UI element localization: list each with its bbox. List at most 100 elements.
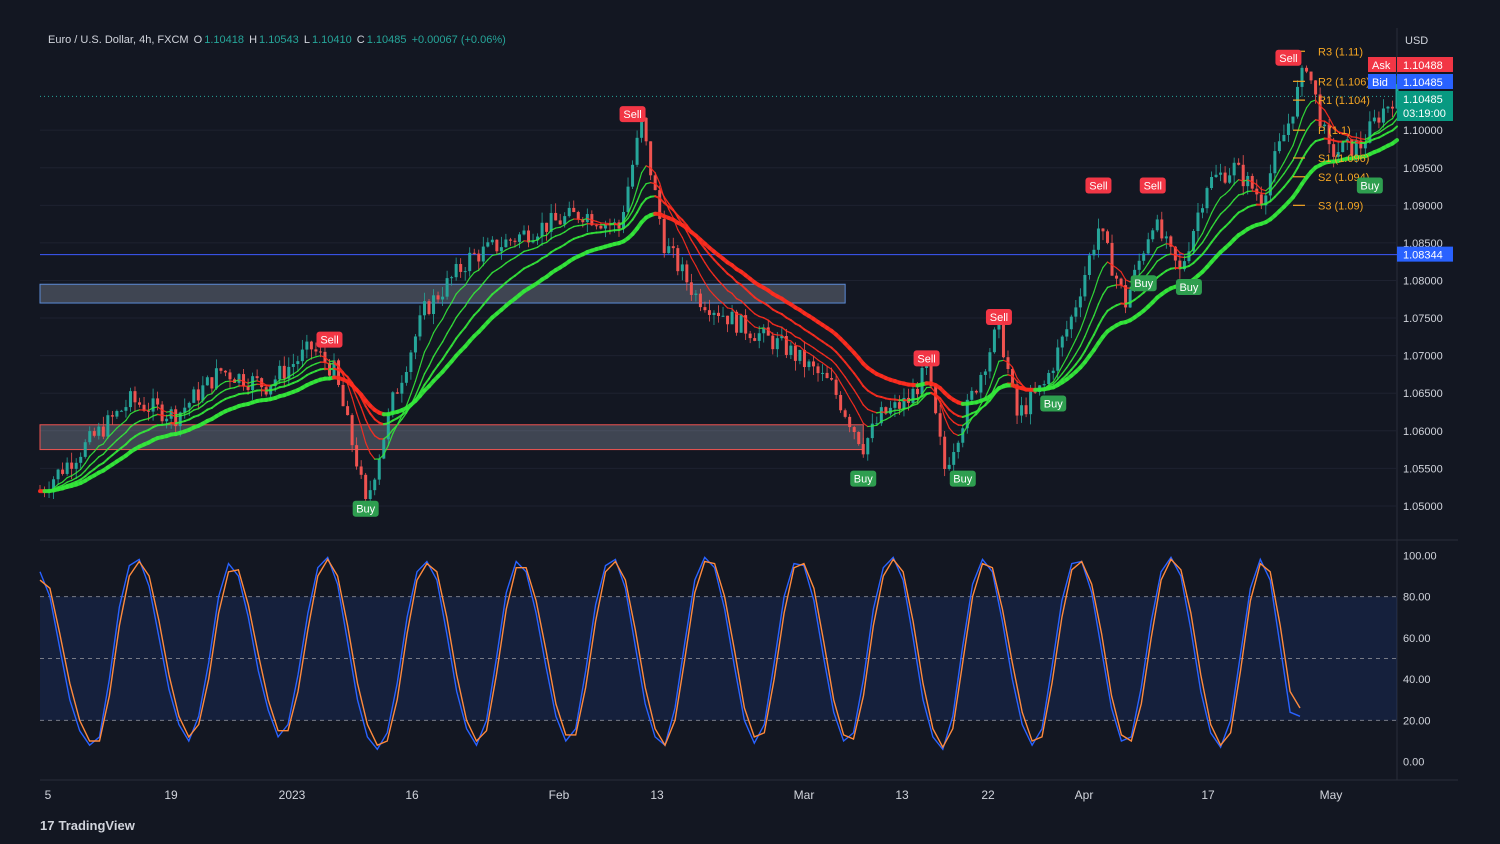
moving-average-segment (1283, 153, 1290, 164)
moving-average-segment (224, 380, 231, 383)
moving-average-segment (401, 412, 408, 421)
moving-average-segment (1215, 213, 1222, 222)
moving-average-segment (1188, 248, 1195, 255)
moving-average-segment (124, 438, 132, 446)
candle-body (88, 431, 92, 443)
candle-body (1124, 285, 1128, 308)
moving-average-segment (107, 432, 113, 439)
moving-average-segment (1084, 303, 1091, 319)
candle-body (707, 310, 711, 315)
buy-signal-badge (352, 500, 379, 517)
moving-average-segment (432, 348, 439, 358)
candle-body (825, 372, 829, 379)
moving-average-segment (532, 239, 539, 242)
moving-average-segment (1391, 118, 1398, 125)
moving-average-segment (1256, 184, 1262, 190)
candle-body (1210, 176, 1214, 189)
moving-average-segment (953, 421, 959, 426)
moving-average-segment (441, 332, 448, 343)
moving-average-segment (102, 436, 109, 445)
moving-average-segment (1323, 120, 1330, 125)
moving-average-segment (848, 382, 855, 391)
moving-average-segment (867, 408, 873, 412)
moving-average-segment (591, 219, 597, 222)
candle-body (499, 247, 503, 252)
candle-body (576, 212, 580, 220)
y-tick-label: 1.06000 (1403, 426, 1443, 438)
moving-average-segment (193, 408, 200, 411)
moving-average-segment (1120, 271, 1127, 281)
moving-average-segment (1310, 119, 1317, 125)
moving-average-segment (387, 433, 394, 447)
moving-average-segment (143, 417, 150, 421)
moving-average-segment (414, 365, 421, 382)
candle-body (436, 295, 440, 300)
moving-average-segment (1061, 357, 1068, 367)
candle-body (513, 240, 517, 242)
x-tick-label: Feb (549, 788, 570, 802)
moving-average-segment (514, 243, 521, 248)
moving-average-segment (1391, 125, 1398, 132)
moving-average-segment (962, 425, 968, 435)
moving-average-segment (129, 422, 136, 428)
moving-average-segment (1387, 123, 1394, 128)
moving-average-segment (821, 362, 828, 367)
moving-average-segment (595, 220, 602, 224)
candle-body (368, 490, 372, 499)
moving-average-segment (509, 245, 516, 249)
candle-body (427, 301, 431, 314)
moving-average-segment (184, 412, 190, 416)
moving-average-segment (1269, 195, 1276, 203)
moving-average-segment (1093, 277, 1100, 293)
candle-body (1336, 152, 1340, 157)
moving-average-segment (1048, 383, 1054, 387)
candle-body (1074, 307, 1078, 317)
moving-average-segment (835, 350, 842, 358)
candle-body (318, 351, 322, 353)
moving-average-segment (98, 453, 105, 458)
moving-average-segment (1219, 193, 1226, 199)
moving-average-segment (414, 384, 421, 397)
moving-average-segment (713, 294, 720, 301)
candle-body (1282, 134, 1286, 142)
moving-average-segment (62, 477, 68, 483)
moving-average-segment (767, 319, 774, 325)
moving-average-segment (233, 385, 240, 389)
moving-average-segment (1201, 234, 1208, 244)
moving-average-segment (125, 426, 132, 434)
candle-body (784, 336, 788, 355)
moving-average-segment (830, 359, 837, 366)
moving-average-segment (862, 422, 869, 428)
legend-close: 1.10485 (366, 34, 407, 46)
candle-body (1219, 172, 1223, 175)
moving-average-segment (1387, 118, 1394, 123)
candle-body (300, 349, 304, 362)
moving-average-segment (369, 412, 376, 421)
moving-average-segment (98, 443, 104, 447)
ask-price-tag (1397, 57, 1453, 72)
legend-low-label: L (303, 34, 310, 46)
moving-average-segment (1319, 105, 1326, 111)
moving-average-segment (753, 313, 760, 318)
moving-average-segment (450, 316, 457, 327)
moving-average-segment (984, 399, 991, 407)
moving-average-segment (1007, 374, 1014, 377)
moving-average-segment (1111, 284, 1118, 287)
tradingview-brand[interactable]: 17 TradingView (40, 818, 135, 833)
moving-average-segment (428, 355, 435, 367)
candle-body (1386, 106, 1390, 109)
moving-average-segment (152, 406, 159, 409)
moving-average-segment (450, 337, 458, 347)
moving-average-segment (486, 293, 494, 301)
moving-average-segment (473, 288, 480, 294)
candle-body (133, 391, 137, 403)
pivot-label: R1 (1.104) (1318, 95, 1370, 107)
x-tick-label: 19 (164, 788, 178, 802)
moving-average-segment (1161, 243, 1167, 247)
moving-average-segment (853, 389, 860, 399)
moving-average-segment (989, 373, 996, 388)
y-tick-label: 1.09000 (1403, 200, 1443, 212)
moving-average-segment (1233, 194, 1240, 201)
